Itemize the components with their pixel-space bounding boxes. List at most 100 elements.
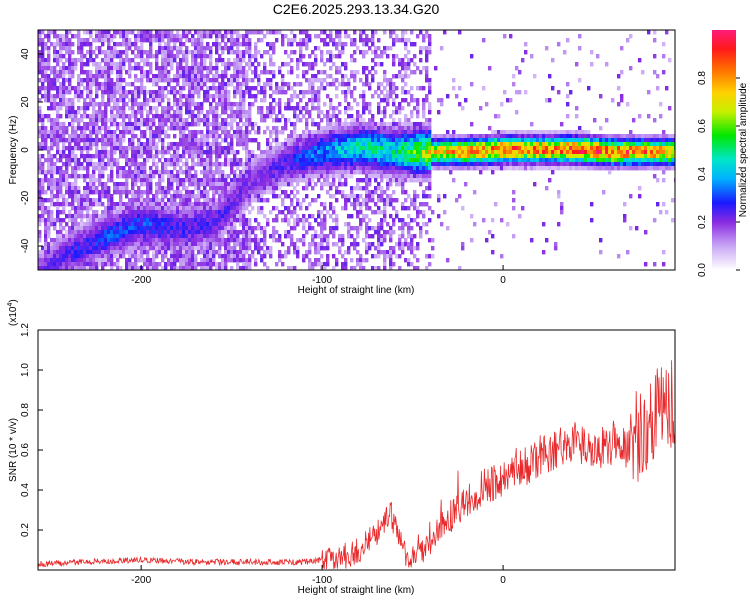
spectrogram-cell — [287, 250, 291, 255]
spectrogram-cell — [344, 142, 348, 147]
spectrogram-cell — [170, 126, 174, 131]
spectrogram-cell — [284, 178, 288, 183]
spectrogram-cell — [314, 234, 318, 239]
spectrogram-cell — [326, 246, 330, 251]
spectrogram-cell — [236, 218, 240, 223]
spectrogram-cell — [389, 34, 393, 39]
spectrogram-cell — [368, 126, 372, 131]
spectrogram-cell — [182, 246, 186, 251]
spectrogram-cell — [122, 186, 126, 191]
spectrogram-cell — [56, 170, 60, 175]
spectrogram-cell — [50, 254, 54, 259]
spectrogram-cell — [110, 234, 114, 239]
spectrogram-cell — [65, 34, 69, 39]
spectrogram-cell — [140, 174, 144, 179]
spectrogram-cell — [53, 194, 57, 199]
spectrogram-cell — [56, 94, 60, 99]
spectrogram-cell — [203, 114, 207, 119]
spectrogram-cell — [302, 214, 306, 219]
spectrogram-cell — [119, 114, 123, 119]
spectrogram-cell — [101, 102, 105, 107]
spectrogram-cell — [95, 262, 99, 267]
spectrogram-cell — [119, 198, 123, 203]
spectrogram-cell — [101, 246, 105, 251]
spectrogram-cell — [110, 246, 114, 251]
spectrogram-cell — [380, 198, 384, 203]
spectrogram-cell — [371, 226, 375, 231]
spectrogram-cell — [80, 130, 84, 135]
spectrogram-cell — [56, 246, 60, 251]
spectrogram-cell — [101, 158, 105, 163]
spectrogram-cell — [368, 190, 372, 195]
spectrogram-cell — [122, 30, 126, 35]
spectrogram-cell — [125, 102, 129, 107]
spectrogram-cell — [107, 218, 111, 223]
spectrogram-cell — [362, 218, 366, 223]
spectrogram-cell — [242, 42, 246, 47]
spectrogram-cell — [89, 74, 93, 79]
spectrogram-cell — [173, 262, 177, 267]
spectrogram-cell — [164, 246, 168, 251]
spectrogram-cell — [38, 118, 42, 123]
spectrogram-cell — [287, 266, 291, 270]
spectrogram-cell — [191, 266, 195, 270]
spectrogram-cell — [374, 254, 378, 259]
spectrogram-cell — [122, 254, 126, 259]
spectrogram-cell — [104, 250, 108, 255]
spectrogram-cell — [296, 102, 300, 107]
spectrogram-cell — [134, 162, 138, 167]
spectrogram-cell — [371, 170, 375, 175]
spectrogram-cell — [188, 234, 192, 239]
spectrogram-cell — [137, 250, 141, 255]
spectrogram-cell — [167, 230, 171, 235]
spectrogram-cell — [230, 162, 234, 167]
spectrogram-cell — [149, 42, 153, 47]
spectrogram-cell — [344, 134, 348, 139]
spectrogram-cell — [98, 154, 102, 159]
spectrogram-cell — [374, 162, 378, 167]
spectrogram-cell — [287, 182, 291, 187]
spectrogram-cell — [119, 222, 123, 227]
spectrogram-cell — [371, 38, 375, 43]
spectrogram-cell — [47, 250, 51, 255]
spectrogram-cell — [113, 242, 117, 247]
spectrogram-cell — [266, 146, 270, 151]
spectrogram-cell — [38, 86, 42, 91]
spectrogram-cell — [275, 130, 279, 135]
spectrogram-cell — [275, 194, 279, 199]
spectrogram-cell — [155, 202, 159, 207]
spectrogram-cell — [188, 70, 192, 75]
spectrogram-cell — [350, 154, 354, 159]
spectrogram-cell — [95, 154, 99, 159]
spectrogram-cell — [266, 82, 270, 87]
spectrogram-cell — [272, 74, 276, 79]
spectrogram-cell — [77, 246, 81, 251]
spectrogram-cell — [221, 34, 225, 39]
spectrogram-cell — [221, 262, 225, 267]
spectrogram-cell — [230, 250, 234, 255]
spectrogram-cell — [254, 218, 258, 223]
spectrogram-cell — [197, 154, 201, 159]
spectrogram-cell — [302, 70, 306, 75]
spectrogram-cell — [68, 210, 72, 215]
spectrogram-cell — [116, 54, 120, 59]
spectrogram-cell — [56, 210, 60, 215]
spectrogram-cell — [77, 190, 81, 195]
spectrogram-cell — [353, 154, 357, 159]
spectrogram-cell — [74, 114, 78, 119]
spectrogram-cell — [248, 178, 252, 183]
spectrogram-cell — [167, 242, 171, 247]
spectrogram-cell — [149, 170, 153, 175]
spectrogram-cell — [152, 74, 156, 79]
spectrogram-cell — [128, 238, 132, 243]
spectrogram-cell — [38, 130, 42, 135]
spectrogram-cell — [95, 226, 99, 231]
spectrogram-cell — [191, 166, 195, 171]
spectrogram-cell — [335, 218, 339, 223]
spectrogram-cell — [203, 170, 207, 175]
spectrogram-cell — [188, 94, 192, 99]
spectrogram-cell — [194, 194, 198, 199]
spectrogram-cell — [317, 242, 321, 247]
spectrogram-cell — [197, 62, 201, 67]
spectrogram-cell — [59, 186, 63, 191]
